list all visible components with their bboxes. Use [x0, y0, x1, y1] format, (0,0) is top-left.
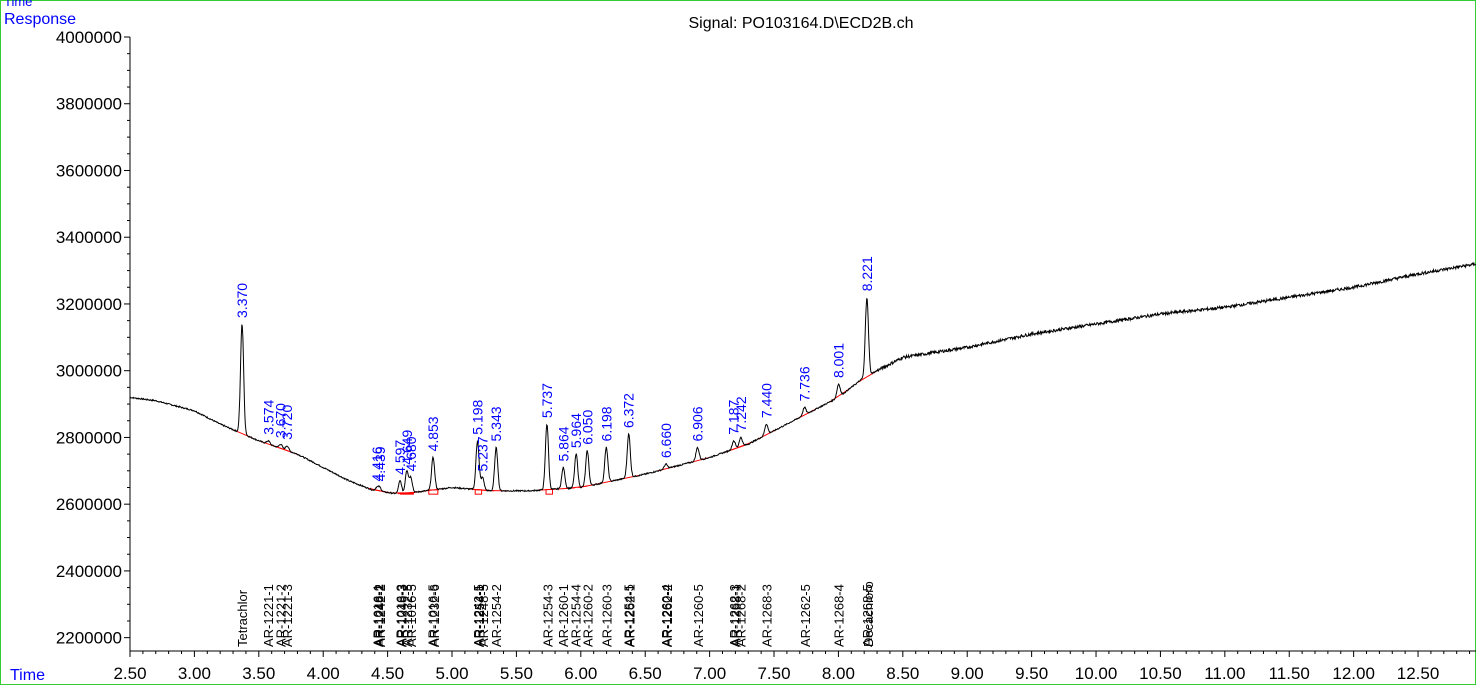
- peak-label: 3.720: [279, 405, 295, 440]
- peak-label: 5.198: [470, 400, 486, 435]
- x-tick-label: 4.50: [371, 664, 404, 683]
- compound-label: AR-1254-3: [540, 584, 555, 647]
- x-tick-label: 3.00: [178, 664, 211, 683]
- y-tick-label: 2200000: [56, 629, 122, 648]
- x-tick-label: 3.50: [242, 664, 275, 683]
- x-tick-label: 6.00: [564, 664, 597, 683]
- compound-label: AR-1262-1: [623, 584, 638, 647]
- peak-label: 6.372: [621, 393, 637, 428]
- integration-box: [546, 490, 552, 495]
- y-tick-label: 3000000: [56, 362, 122, 381]
- peak-label: 3.370: [234, 283, 250, 318]
- peak-label: 5.737: [539, 383, 555, 418]
- y-tick-label: 3800000: [56, 95, 122, 114]
- compound-label: AR-1221-3: [280, 584, 295, 647]
- signal-title: Signal: PO103164.D\ECD2B.ch: [688, 15, 913, 32]
- peak-label: 6.050: [579, 410, 595, 445]
- y-tick-label: 2400000: [56, 562, 122, 581]
- peak-label: 6.660: [658, 423, 674, 458]
- compound-label: AR-1268-2: [734, 584, 749, 647]
- peak-label: 6.198: [598, 406, 614, 441]
- x-tick-label: 11.50: [1269, 664, 1310, 683]
- compound-label: AR-1016-5: [404, 584, 419, 647]
- y-tick-label: 2800000: [56, 428, 122, 447]
- y-tick-label: 3400000: [56, 228, 122, 247]
- y-tick-label: 3200000: [56, 295, 122, 314]
- x-tick-label: 11.00: [1204, 664, 1245, 683]
- compound-label: AR-1268-4: [831, 584, 846, 647]
- y-axis-title: Response: [4, 11, 76, 28]
- x-tick-label: 12.50: [1397, 664, 1440, 683]
- peak-label: 7.440: [758, 383, 774, 418]
- x-tick-label: 9.50: [1015, 664, 1048, 683]
- x-tick-label: 6.50: [629, 664, 662, 683]
- y-tick-label: 2600000: [56, 495, 122, 514]
- x-tick-label: 10.00: [1075, 664, 1118, 683]
- peak-label: 5.343: [488, 406, 504, 441]
- compound-label: AR-1262-2: [660, 584, 675, 647]
- peak-label: 8.001: [831, 343, 847, 378]
- peak-label: 6.906: [690, 406, 706, 441]
- x-tick-label: 10.50: [1139, 664, 1182, 683]
- corner-time-label: Time: [4, 0, 32, 9]
- peak-label: 4.853: [425, 416, 441, 451]
- x-tick-label: 12.00: [1332, 664, 1375, 683]
- peak-label: 8.221: [859, 256, 875, 291]
- compound-label: AR-1268-3: [759, 584, 774, 647]
- compound-label: Tetrachlor: [235, 589, 250, 647]
- x-tick-label: 5.00: [435, 664, 468, 683]
- y-tick-label: 4000000: [56, 28, 122, 47]
- y-tick-label: 3600000: [56, 161, 122, 180]
- compound-label: AR-1262-5: [798, 584, 813, 647]
- compound-label: AR-1260-2: [580, 584, 595, 647]
- x-tick-label: 5.50: [500, 664, 533, 683]
- x-tick-label: 2.50: [113, 664, 146, 683]
- x-tick-label: 8.50: [886, 664, 919, 683]
- peak-label: 4.439: [372, 446, 388, 481]
- peak-label: 4.680: [403, 436, 419, 471]
- peak-label: 7.242: [733, 396, 749, 431]
- x-tick-label: 8.00: [822, 664, 855, 683]
- x-tick-label: 4.00: [307, 664, 340, 683]
- compound-label: AR-1260-3: [600, 584, 615, 647]
- x-tick-label: 9.00: [951, 664, 984, 683]
- compound-label: AR-1254-2: [489, 584, 504, 647]
- x-tick-label: 7.00: [693, 664, 726, 683]
- peak-label: 7.736: [796, 366, 812, 401]
- compound-label: Decachloro: [861, 581, 876, 647]
- x-tick-label: 7.50: [757, 664, 790, 683]
- compound-label: AR-1260-5: [691, 584, 706, 647]
- compound-label: AR-1232-6: [427, 584, 442, 647]
- x-axis-title: Time: [10, 667, 45, 684]
- compound-label: AR-1242-2: [373, 584, 388, 647]
